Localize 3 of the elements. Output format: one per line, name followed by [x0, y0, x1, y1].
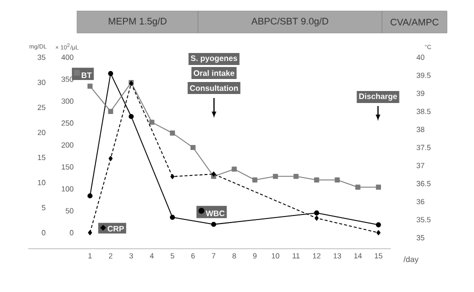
text: CVA/AMPC [390, 18, 439, 26]
text: ABPC/SBT 9.0g/D [251, 18, 328, 26]
text: MEPM 1.5g/D [108, 18, 167, 26]
